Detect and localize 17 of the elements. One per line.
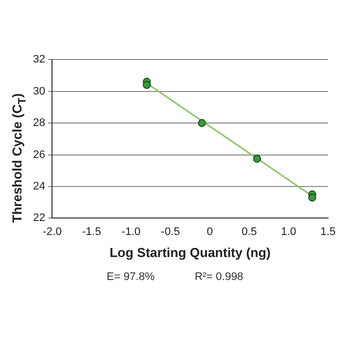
x-tick-label: 1.5 <box>320 226 336 238</box>
text: E= 97.8% <box>106 271 155 283</box>
y-tick-label: 26 <box>32 148 46 161</box>
y-tick-label: 32 <box>32 54 46 66</box>
x-tick-label: -1.5 <box>82 226 102 238</box>
x-tick-label: 0.5 <box>242 226 257 238</box>
y-tick-label: 22 <box>32 212 46 224</box>
x-tick-label: -0.5 <box>160 226 180 238</box>
text: R²= 0.998 <box>194 271 244 283</box>
x-tick-label: 0 <box>206 226 213 238</box>
y-tick-label: 24 <box>32 180 46 193</box>
x-axis-title: Log Starting Quantity (ng) <box>110 244 271 260</box>
y-tick-label: 28 <box>32 117 46 130</box>
x-tick-label: 1.0 <box>280 226 296 238</box>
x-tick-label: -2.0 <box>42 226 62 238</box>
y-tick-label: 30 <box>32 85 46 98</box>
x-tick-label: -1.0 <box>122 226 141 238</box>
